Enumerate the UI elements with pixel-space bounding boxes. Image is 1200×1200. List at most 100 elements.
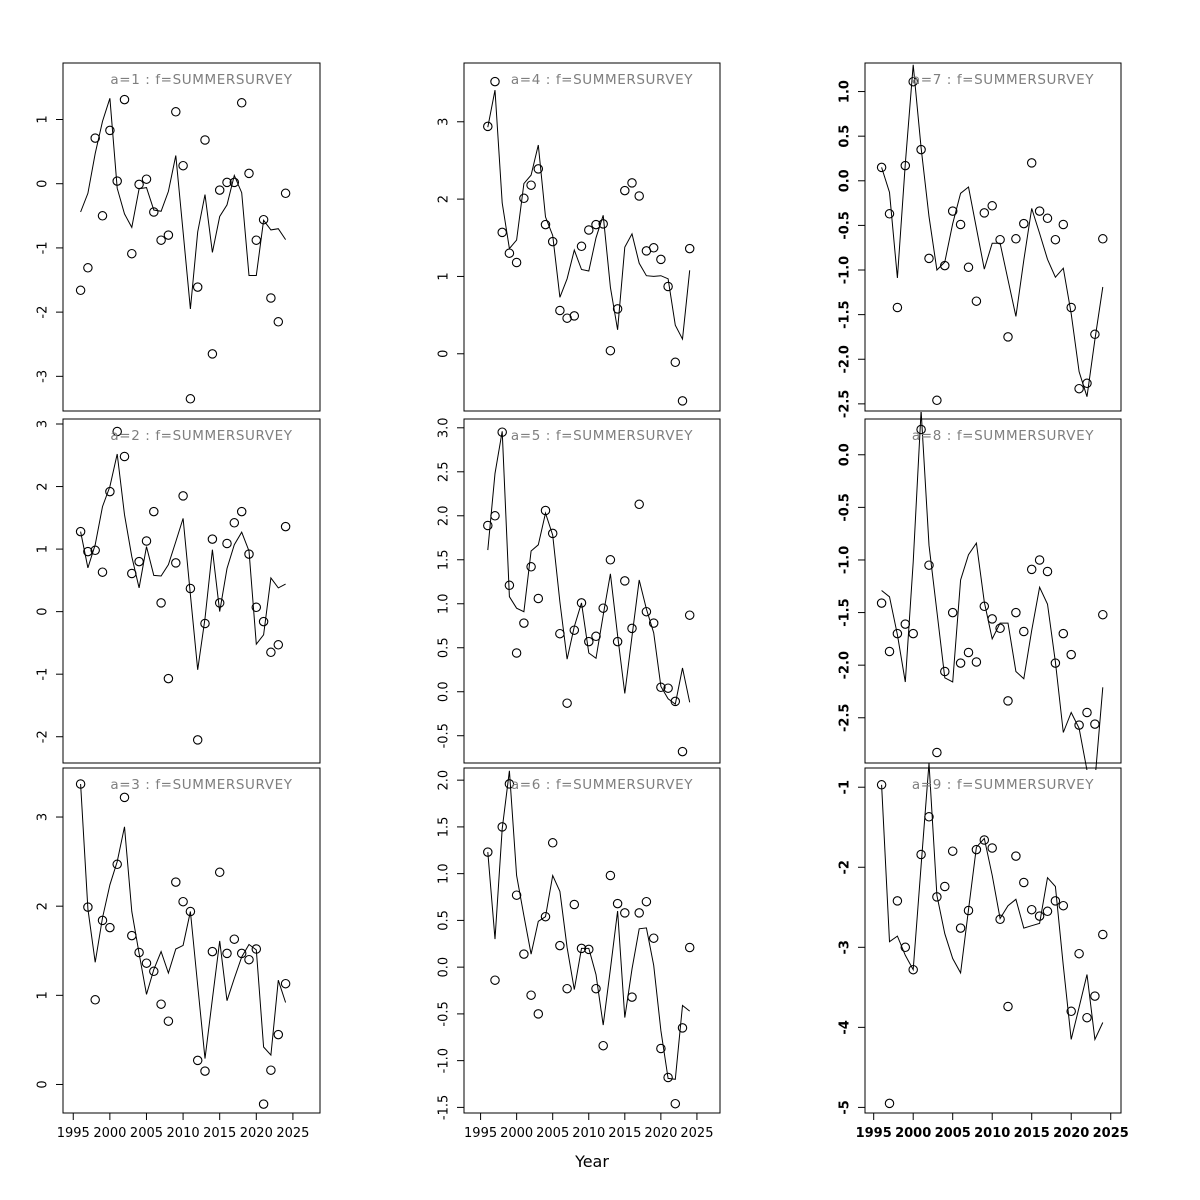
y-tick-label: 0	[36, 607, 51, 615]
data-point	[483, 520, 493, 531]
data-point	[258, 616, 269, 627]
y-tick-label: -2.5	[838, 390, 853, 418]
data-point	[540, 219, 551, 230]
data-point	[83, 546, 93, 557]
data-point	[955, 219, 966, 230]
data-point	[83, 902, 93, 912]
data-point	[192, 735, 203, 745]
data-point	[1074, 720, 1084, 730]
panel-title: a=2 : f=SUMMERSURVEY	[110, 428, 292, 444]
data-point	[511, 890, 522, 900]
panel-title: a=3 : f=SUMMERSURVEY	[110, 777, 292, 793]
data-point	[490, 76, 500, 87]
data-point	[207, 946, 218, 957]
x-tick-label: 2000	[93, 1126, 126, 1141]
data-point	[483, 847, 493, 857]
y-tick-label: 2.0	[437, 770, 452, 791]
data-point	[207, 534, 218, 544]
data-point	[273, 640, 284, 650]
data-point	[684, 610, 695, 620]
data-point	[236, 948, 247, 959]
x-tick-label: 1995	[57, 1126, 90, 1141]
data-point	[533, 1009, 544, 1019]
data-point	[562, 698, 572, 708]
fit-line	[80, 783, 287, 1059]
data-point	[979, 601, 990, 612]
data-point	[156, 999, 166, 1009]
data-point	[677, 1023, 688, 1033]
data-point	[634, 499, 644, 510]
y-tick-label: -1.0	[838, 546, 853, 574]
data-point	[1019, 626, 1029, 637]
panel-title: a=1 : f=SUMMERSURVEY	[110, 72, 292, 88]
y-tick-label: -3	[36, 370, 51, 383]
data-points	[75, 94, 291, 404]
data-point	[504, 779, 515, 789]
data-point	[497, 822, 507, 832]
data-point	[540, 505, 551, 516]
panel-a2: 3 2 1 0 -1 -2 a=2 : f=SUMMERSURVEY	[17, 418, 330, 809]
y-axis: 3 2 1 0	[36, 813, 63, 1089]
x-tick-label: 2015	[608, 1126, 641, 1141]
data-point	[591, 983, 601, 994]
y-tick-label: -1.0	[437, 1048, 452, 1073]
data-point	[1042, 213, 1053, 224]
y-axis: 3 2 1 0	[437, 118, 464, 358]
data-point	[1019, 877, 1029, 888]
data-point	[134, 947, 144, 958]
data-point	[236, 506, 247, 517]
data-point	[229, 518, 240, 528]
data-point	[214, 598, 225, 608]
x-tick-label: 2025	[1093, 1126, 1129, 1141]
data-point	[627, 178, 637, 188]
x-tick-label: 2000	[500, 1126, 533, 1141]
data-point	[670, 357, 681, 368]
data-point	[222, 948, 232, 959]
data-point	[90, 133, 100, 143]
data-point	[656, 682, 666, 693]
y-tick-label: 3	[36, 813, 51, 821]
panel-svg-a4: 3 2 1 0 a=4 : f=SUMMERSURVEY	[437, 62, 721, 412]
data-point	[940, 881, 950, 892]
data-point	[1098, 234, 1108, 244]
fit-line	[487, 90, 691, 341]
y-axis: 3 2 1 0 -1 -2	[36, 420, 63, 743]
plot-border	[864, 767, 1122, 1114]
data-point	[533, 164, 544, 174]
data-point	[112, 426, 122, 437]
y-tick-label: 0	[36, 1080, 51, 1088]
plot-border	[864, 62, 1122, 412]
data-point	[258, 214, 269, 225]
y-tick-label: -0.5	[838, 493, 853, 521]
data-point	[156, 235, 166, 245]
data-point	[900, 942, 911, 953]
data-point	[280, 188, 291, 199]
data-point	[591, 631, 601, 642]
data-point	[214, 185, 225, 195]
data-point	[648, 243, 659, 253]
data-point	[576, 598, 587, 608]
data-point	[876, 162, 887, 173]
data-point	[540, 911, 551, 922]
y-tick-label: -1	[838, 780, 853, 794]
data-point	[884, 1098, 895, 1109]
fit-line	[881, 64, 1104, 397]
data-point	[979, 835, 990, 845]
data-points	[483, 76, 695, 406]
data-point	[1003, 1001, 1013, 1012]
data-points	[876, 780, 1108, 1109]
x-tick-label: 2005	[536, 1126, 569, 1141]
y-tick-label: -2	[36, 306, 51, 319]
data-point	[1058, 628, 1069, 639]
data-point	[1011, 851, 1021, 861]
data-point	[105, 922, 115, 933]
y-tick-label: 1	[437, 272, 452, 280]
y-tick-label: -4	[838, 1020, 853, 1034]
data-point	[1082, 1012, 1092, 1023]
panel-a4: 3 2 1 0 a=4 : f=SUMMERSURVEY	[418, 62, 730, 457]
data-point	[105, 486, 115, 497]
x-tick-label: 2005	[935, 1126, 971, 1141]
data-point	[892, 628, 903, 639]
fit-line	[487, 431, 691, 705]
